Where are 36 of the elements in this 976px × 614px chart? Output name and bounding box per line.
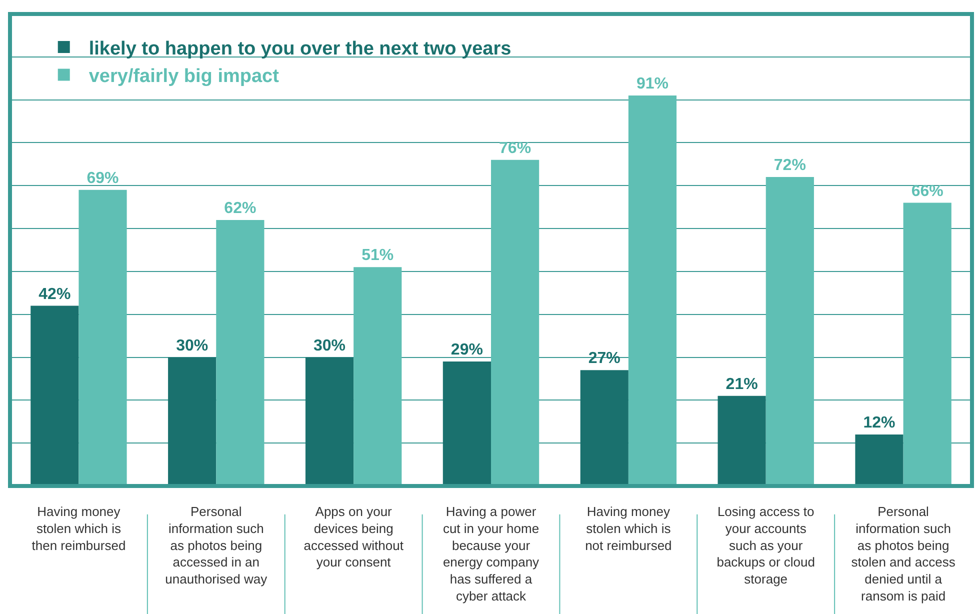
data-label: 69% bbox=[86, 170, 119, 187]
data-label: 12% bbox=[863, 414, 896, 432]
bar bbox=[766, 177, 814, 486]
bar bbox=[855, 434, 904, 486]
bar bbox=[168, 357, 216, 486]
data-label: 62% bbox=[224, 200, 256, 217]
bar bbox=[216, 220, 264, 486]
bar bbox=[903, 202, 952, 486]
legend-label: very/fairly big impact bbox=[88, 66, 280, 88]
bar bbox=[442, 362, 491, 486]
data-label: 42% bbox=[38, 286, 71, 303]
bar bbox=[628, 96, 677, 486]
x-tick-label: Having a power cut in your home because your energy company has suffered a cyber attack bbox=[442, 504, 540, 604]
data-label: 29% bbox=[450, 342, 483, 359]
bar bbox=[580, 370, 628, 486]
x-tick-label: Apps on your devices being accessed without your consent bbox=[304, 504, 404, 570]
bar bbox=[30, 306, 79, 486]
bar bbox=[305, 357, 354, 486]
data-label: 21% bbox=[726, 376, 758, 393]
data-label: 66% bbox=[911, 182, 944, 200]
bar bbox=[491, 160, 540, 486]
legend-label: likely to happen to you over the next two years bbox=[88, 38, 512, 60]
x-tick-label: Personal information such as photos being stolen and access denied until a ransom is paid bbox=[851, 504, 956, 604]
data-label: 30% bbox=[314, 337, 346, 354]
data-label: 76% bbox=[499, 140, 532, 157]
bar bbox=[718, 396, 766, 486]
x-tick-label: Having money stolen which is not reimbursed bbox=[585, 504, 672, 553]
x-tick-label: Having money stolen which is then reimbursed bbox=[32, 504, 126, 553]
bar bbox=[354, 267, 402, 486]
bar bbox=[78, 190, 127, 486]
data-label: 91% bbox=[636, 76, 668, 93]
data-label: 51% bbox=[362, 247, 394, 264]
x-tick-label: Personal information such as photos being accessed in an unauthorised way bbox=[165, 504, 268, 587]
data-label: 30% bbox=[176, 337, 208, 354]
data-label: 72% bbox=[774, 157, 806, 174]
x-tick-label: Losing access to your accounts such as your backups or cloud storage bbox=[716, 504, 815, 587]
